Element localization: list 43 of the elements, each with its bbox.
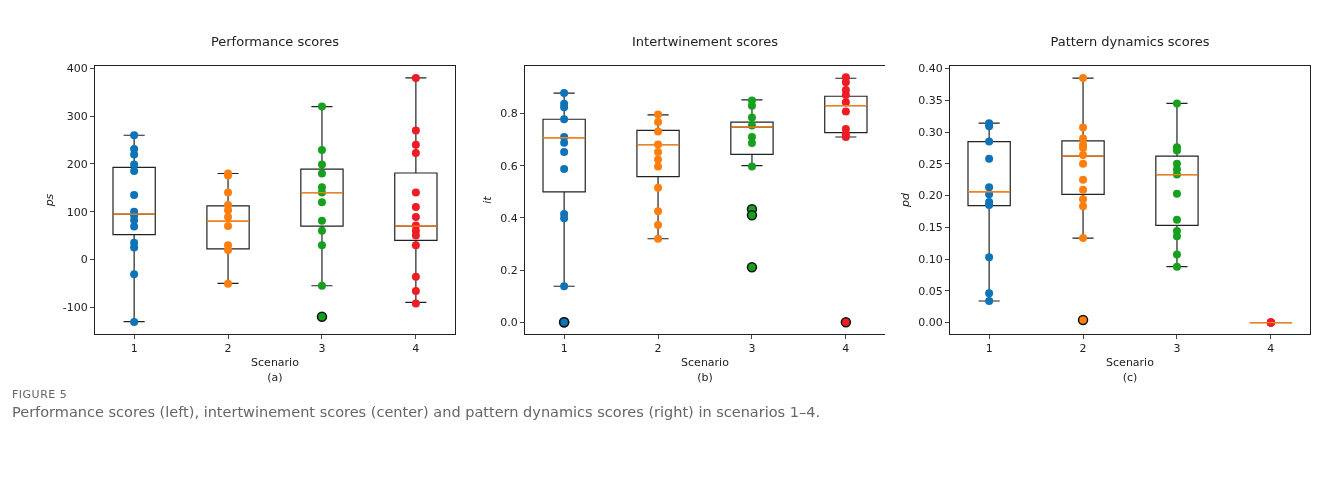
chart-title: Performance scores: [210, 34, 340, 49]
chart-title: Intertwinement scores: [632, 34, 779, 49]
text: Performance scores (left), intertwinement scores (center) and pattern dynamics scores (right) in scenarios 1–4.: [12, 404, 822, 420]
y-tick-label: 0: [80, 253, 88, 267]
x-tick-label: 1: [560, 342, 568, 356]
y-tick-label: 0.05: [918, 284, 943, 298]
y-tick-label: 0.4: [500, 211, 518, 225]
x-tick-label: 4: [842, 342, 850, 356]
x-tick-label: 4: [412, 342, 420, 356]
y-tick-label: 200: [66, 157, 88, 171]
x-tick-label: 4: [1267, 342, 1275, 356]
caption: FIGURE 5: [12, 388, 69, 401]
y-tick-label: 100: [66, 205, 88, 219]
x-tick-label: 2: [654, 342, 662, 356]
x-axis-title: Scenario (a): [251, 356, 300, 384]
y-axis-title: it: [480, 195, 494, 204]
y-tick-label: 400: [66, 62, 88, 76]
x-tick-label: 3: [318, 342, 326, 356]
y-tick-label: -100: [62, 301, 88, 315]
y-tick-label: 0.15: [918, 221, 943, 235]
y-tick-label: 0.8: [500, 107, 518, 121]
y-tick-label: 0.20: [918, 189, 943, 203]
y-tick-label: 0.25: [918, 157, 943, 171]
x-tick-label: 1: [985, 342, 993, 356]
y-axis-title: ps: [43, 193, 57, 208]
x-tick-label: 3: [1173, 342, 1181, 356]
y-tick-label: 0.30: [918, 125, 943, 139]
x-tick-label: 1: [130, 342, 138, 356]
x-tick-label: 2: [1079, 342, 1087, 356]
y-axis-title: pd: [898, 192, 912, 208]
y-tick-label: 0.10: [918, 252, 943, 266]
x-tick-label: 2: [224, 342, 232, 356]
y-tick-label: 0.40: [918, 62, 943, 76]
chart-title: Pattern dynamics scores: [1050, 34, 1210, 49]
y-tick-label: 0.2: [500, 263, 518, 277]
x-axis-title: Scenario (c): [1106, 356, 1155, 384]
x-tick-label: 3: [748, 342, 756, 356]
x-axis-title: Scenario (b): [681, 356, 730, 384]
y-tick-label: 300: [66, 110, 88, 124]
y-tick-label: 0.35: [918, 94, 943, 108]
y-tick-label: 0.00: [918, 316, 943, 330]
y-tick-label: 0.0: [500, 316, 518, 330]
y-tick-label: 0.6: [500, 159, 518, 173]
